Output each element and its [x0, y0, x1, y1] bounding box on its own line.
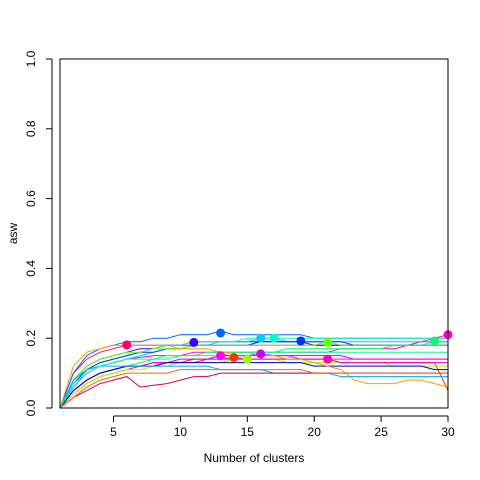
max-point-marker-1 — [122, 340, 132, 350]
x-tick-label: 25 — [374, 425, 388, 439]
max-point-marker-10 — [256, 349, 266, 359]
marker-layer — [122, 328, 453, 364]
max-point-marker-5 — [256, 333, 266, 343]
x-tick-label: 30 — [441, 425, 455, 439]
max-point-marker-7 — [296, 336, 306, 346]
series-line-15 — [59, 362, 448, 409]
y-tick-label: 0.8 — [24, 120, 38, 137]
max-point-marker-14 — [323, 354, 333, 364]
series-line-8 — [59, 341, 448, 409]
max-point-marker-4 — [216, 328, 226, 338]
y-tick-label: 0.4 — [24, 260, 38, 277]
y-tick-label: 0.0 — [24, 399, 38, 416]
x-axis-title: Number of clusters — [204, 451, 305, 465]
x-tick-label: 5 — [110, 425, 117, 439]
y-axis: 0.0 0.2 0.4 0.6 0.8 1.0 — [24, 50, 53, 416]
plot-frame — [59, 58, 449, 409]
x-tick-label: 10 — [174, 425, 188, 439]
series-line-20 — [59, 369, 448, 409]
y-tick-label: 0.6 — [24, 190, 38, 207]
x-tick-label: 20 — [308, 425, 322, 439]
x-axis: 5 10 15 20 25 30 — [110, 415, 455, 439]
max-point-marker-6 — [269, 333, 279, 343]
max-point-marker-8 — [323, 337, 333, 347]
y-axis-title: asw — [6, 222, 20, 244]
max-point-marker-11 — [216, 351, 226, 361]
series-line-19 — [59, 351, 448, 409]
x-tick-label: 15 — [241, 425, 255, 439]
y-tick-label: 1.0 — [24, 50, 38, 67]
max-point-marker-9 — [430, 336, 440, 346]
y-tick-label: 0.2 — [24, 330, 38, 347]
max-point-marker-3 — [189, 337, 199, 347]
max-point-marker-12 — [229, 352, 239, 362]
series-layer — [59, 330, 449, 409]
max-point-marker-13 — [242, 354, 252, 364]
